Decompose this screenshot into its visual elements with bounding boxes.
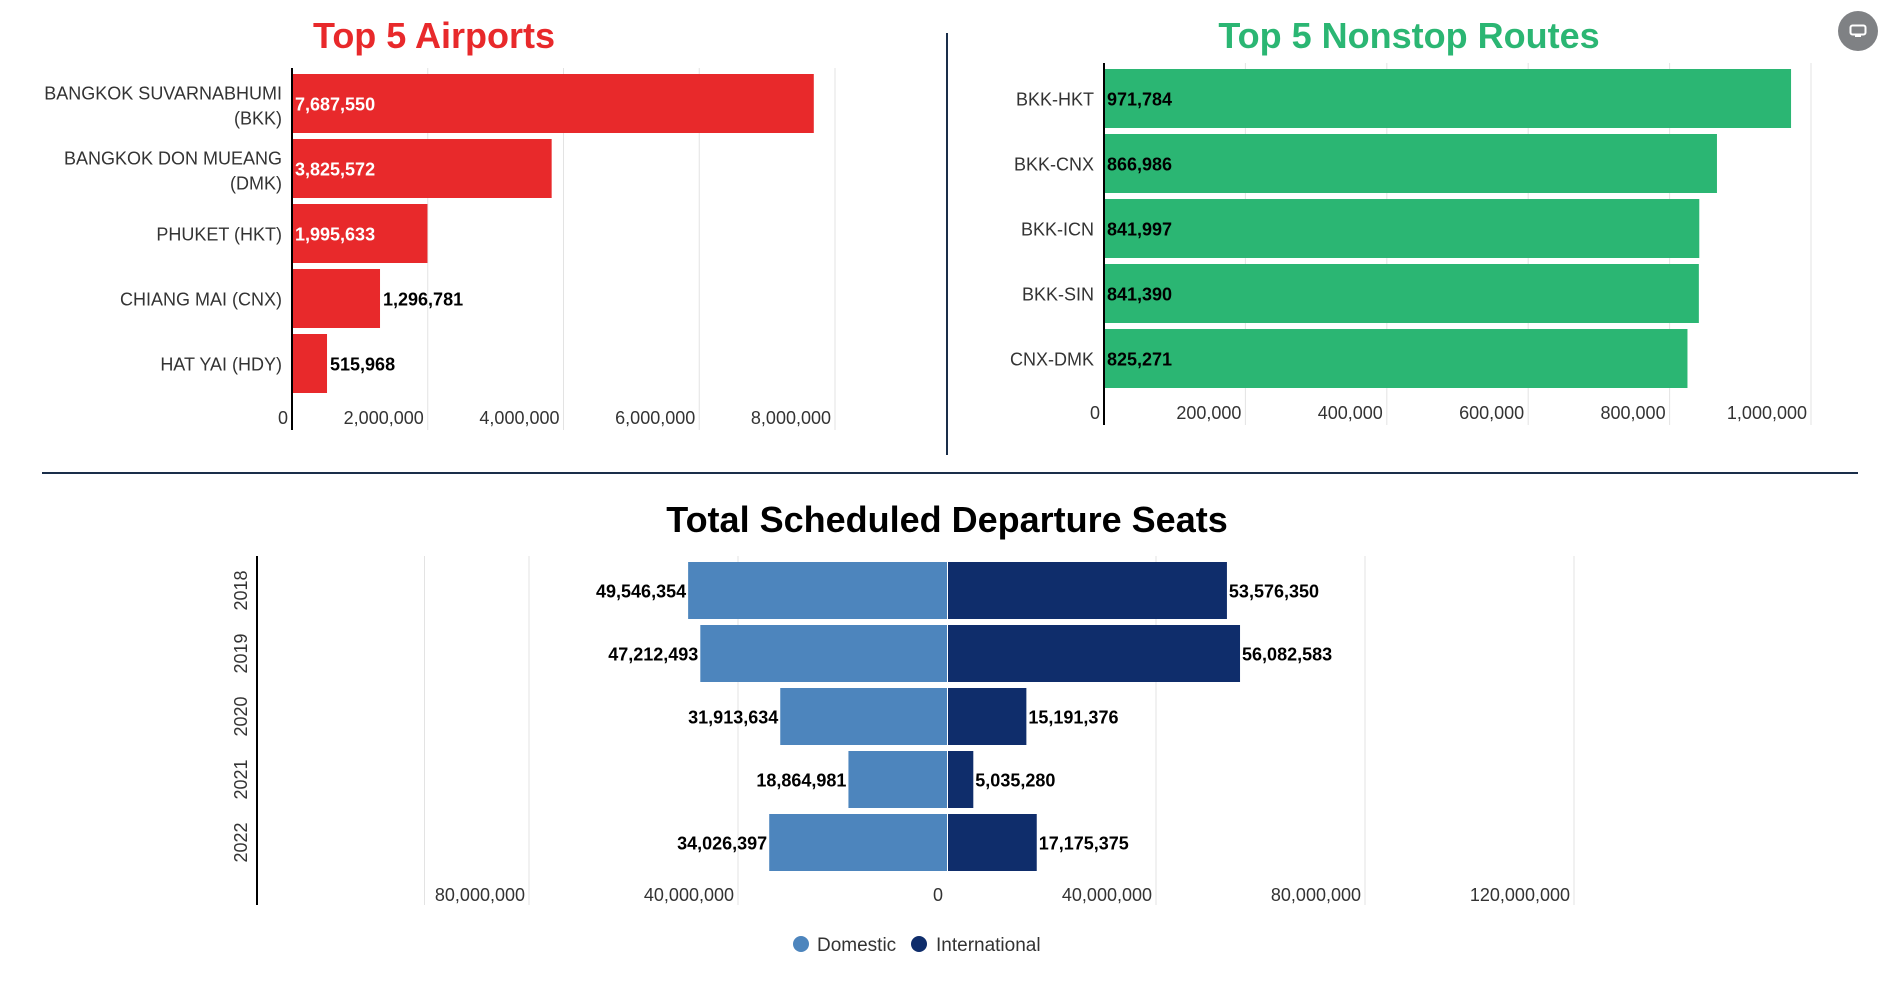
x-tick-label: 4,000,000 (479, 408, 559, 428)
x-tick-label: 80,000,000 (1271, 885, 1361, 905)
data-label-domestic: 49,546,354 (596, 582, 686, 602)
bar-domestic (769, 814, 947, 871)
bar (1104, 264, 1699, 323)
category-label: BKK-HKT (1016, 90, 1094, 110)
data-label: 1,995,633 (295, 225, 375, 245)
data-label: 3,825,572 (295, 160, 375, 180)
legend-label: International (936, 935, 1041, 956)
data-label-domestic: 31,913,634 (688, 708, 778, 728)
data-label: 1,296,781 (383, 290, 463, 310)
chart-title: Top 5 Airports (313, 15, 555, 56)
data-label-international: 5,035,280 (975, 771, 1055, 791)
bar-international (948, 751, 974, 808)
x-tick-label: 0 (278, 408, 288, 428)
x-tick-label: 200,000 (1176, 403, 1241, 423)
x-tick-label: 80,000,000 (435, 885, 525, 905)
category-label: PHUKET (HKT) (156, 225, 282, 245)
category-label: HAT YAI (HDY) (160, 355, 282, 375)
data-label: 971,784 (1107, 90, 1172, 110)
legend-swatch-international (911, 936, 927, 952)
category-label: 2021 (231, 759, 251, 799)
bar (1104, 199, 1700, 258)
category-label: 2022 (231, 822, 251, 862)
data-label-domestic: 18,864,981 (756, 771, 846, 791)
data-label-international: 53,576,350 (1229, 582, 1319, 602)
category-label: BKK-ICN (1021, 220, 1094, 240)
bar (1104, 134, 1717, 193)
data-label: 825,271 (1107, 350, 1172, 370)
bar-domestic (780, 688, 947, 745)
data-label: 7,687,550 (295, 95, 375, 115)
bar (292, 204, 428, 263)
comment-icon[interactable] (1838, 11, 1878, 51)
x-tick-label: 2,000,000 (344, 408, 424, 428)
category-label: BANGKOK DON MUEANG (64, 149, 282, 169)
x-tick-label: 8,000,000 (751, 408, 831, 428)
x-tick-label: 600,000 (1459, 403, 1524, 423)
x-tick-label: 0 (933, 885, 943, 905)
data-label: 841,390 (1107, 285, 1172, 305)
x-tick-label: 0 (1090, 403, 1100, 423)
x-tick-label: 400,000 (1318, 403, 1383, 423)
bar-domestic (700, 625, 947, 682)
category-label: 2019 (231, 633, 251, 673)
bar (1104, 329, 1688, 388)
data-label: 841,997 (1107, 220, 1172, 240)
x-tick-label: 40,000,000 (1062, 885, 1152, 905)
chart-title: Top 5 Nonstop Routes (1218, 15, 1599, 56)
data-label-international: 15,191,376 (1028, 708, 1118, 728)
category-label: BANGKOK SUVARNABHUMI (44, 84, 282, 104)
bar-domestic (688, 562, 947, 619)
category-label: 2018 (231, 570, 251, 610)
category-label: (BKK) (234, 109, 282, 129)
bar (292, 269, 381, 328)
legend-swatch-domestic (793, 936, 809, 952)
x-tick-label: 40,000,000 (644, 885, 734, 905)
category-label: BKK-SIN (1022, 285, 1094, 305)
category-label: BKK-CNX (1014, 155, 1094, 175)
legend-label: Domestic (817, 935, 896, 956)
bar (292, 139, 552, 198)
data-label-domestic: 47,212,493 (608, 645, 698, 665)
data-label-international: 56,082,583 (1242, 645, 1332, 665)
bar-international (948, 625, 1241, 682)
data-label-domestic: 34,026,397 (677, 834, 767, 854)
bar (292, 334, 328, 393)
x-tick-label: 6,000,000 (615, 408, 695, 428)
bar (1104, 69, 1792, 128)
data-label-international: 17,175,375 (1039, 834, 1129, 854)
category-label: 2020 (231, 696, 251, 736)
bar-international (948, 814, 1037, 871)
x-tick-label: 800,000 (1601, 403, 1666, 423)
comment-icon-glyph (1849, 24, 1867, 37)
data-label: 515,968 (330, 355, 395, 375)
category-label: CHIANG MAI (CNX) (120, 290, 282, 310)
bar-international (948, 562, 1227, 619)
bar (292, 74, 814, 133)
chart-title: Total Scheduled Departure Seats (666, 499, 1227, 540)
category-label: CNX-DMK (1010, 350, 1094, 370)
x-tick-label: 120,000,000 (1470, 885, 1570, 905)
x-tick-label: 1,000,000 (1727, 403, 1807, 423)
bar-domestic (848, 751, 947, 808)
bar-international (948, 688, 1027, 745)
category-label: (DMK) (230, 174, 282, 194)
data-label: 866,986 (1107, 155, 1172, 175)
